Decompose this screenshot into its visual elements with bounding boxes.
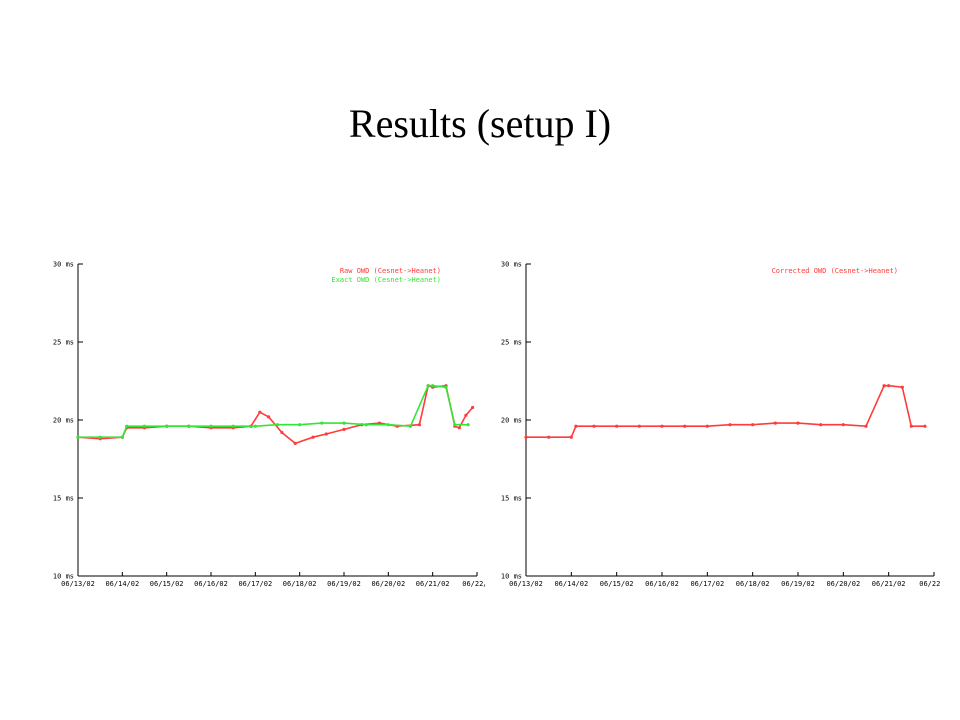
data-point xyxy=(751,423,755,427)
x-tick-label: 06/19/02 xyxy=(327,580,361,588)
x-tick-label: 06/16/02 xyxy=(194,580,228,588)
x-tick-label: 06/18/02 xyxy=(283,580,317,588)
series-0 xyxy=(76,384,475,445)
series-1 xyxy=(76,384,470,439)
legend-entry: Raw OWD (Cesnet->Heanet) xyxy=(340,267,441,275)
y-tick-label: 20 ms xyxy=(501,417,522,425)
data-point xyxy=(76,435,80,439)
data-point xyxy=(574,424,578,428)
data-point xyxy=(457,426,461,430)
data-point xyxy=(386,423,390,427)
data-point xyxy=(900,385,904,389)
data-point xyxy=(120,435,124,439)
data-point xyxy=(887,384,891,388)
data-point xyxy=(417,423,421,427)
x-tick-label: 06/15/02 xyxy=(600,580,634,588)
series-0 xyxy=(524,384,927,439)
data-point xyxy=(882,384,886,388)
data-point xyxy=(841,423,845,427)
raw-exact-owd-chart: 10 ms 15 ms 20 ms 25 ms 30 ms 06/13/02 06/14/0… xyxy=(53,261,485,589)
legend-entry: Exact OWD (Cesnet->Heanet) xyxy=(331,276,441,284)
slide-title: Results (setup I) xyxy=(348,101,612,146)
y-tick-label: 10 ms xyxy=(53,573,74,581)
data-point xyxy=(569,435,573,439)
data-point xyxy=(923,424,927,428)
x-tick-label: 06/16/02 xyxy=(645,580,679,588)
data-point xyxy=(231,424,235,428)
x-tick-label: 06/18/02 xyxy=(736,580,770,588)
data-point xyxy=(293,441,297,445)
data-point xyxy=(280,430,284,435)
data-point xyxy=(466,423,470,427)
data-point xyxy=(98,435,102,439)
data-point xyxy=(342,427,346,431)
data-point xyxy=(524,435,528,439)
x-tick-label: 06/20/02 xyxy=(371,580,405,588)
data-point xyxy=(615,424,619,428)
x-tick-label: 06/22/0 xyxy=(919,580,940,588)
x-tick-label: 06/22/0 xyxy=(462,580,485,588)
data-point xyxy=(728,423,732,427)
series-line xyxy=(78,384,469,438)
data-point xyxy=(796,421,800,425)
y-tick-label: 30 ms xyxy=(53,261,74,269)
data-point xyxy=(342,421,346,425)
x-tick-label: 06/13/02 xyxy=(509,580,543,588)
x-tick-label: 06/15/02 xyxy=(150,580,184,588)
data-point xyxy=(320,421,324,425)
y-tick-label: 30 ms xyxy=(501,261,522,269)
y-tick-label: 15 ms xyxy=(501,495,522,503)
data-point xyxy=(637,424,641,428)
data-point xyxy=(125,424,129,428)
data-point xyxy=(187,424,191,428)
data-point xyxy=(275,423,280,427)
x-tick-label: 06/20/02 xyxy=(826,580,860,588)
data-point xyxy=(165,424,169,428)
data-point xyxy=(464,413,468,417)
x-tick-label: 06/14/02 xyxy=(105,580,139,588)
y-tick-label: 20 ms xyxy=(53,417,74,425)
y-tick-label: 15 ms xyxy=(53,495,74,503)
data-point xyxy=(324,432,328,436)
data-point xyxy=(408,424,413,428)
data-point xyxy=(547,435,551,439)
data-point xyxy=(592,424,596,428)
corrected-owd-chart: 10 ms 15 ms 20 ms 25 ms 30 ms 06/13/02 06/14/0… xyxy=(501,261,940,589)
data-point xyxy=(253,424,257,428)
x-tick-label: 06/14/02 xyxy=(554,580,588,588)
data-point xyxy=(258,410,262,414)
data-point xyxy=(660,424,664,428)
data-point xyxy=(864,424,868,428)
x-tick-label: 06/17/02 xyxy=(238,580,272,588)
x-tick-label: 06/21/02 xyxy=(416,580,450,588)
data-point xyxy=(909,424,913,428)
series-line xyxy=(77,384,474,445)
series-line xyxy=(526,384,925,438)
y-tick-label: 10 ms xyxy=(501,573,522,581)
data-point xyxy=(431,384,435,388)
data-point xyxy=(773,421,777,425)
data-point xyxy=(364,423,368,427)
data-point xyxy=(426,384,430,388)
x-tick-label: 06/17/02 xyxy=(690,580,724,588)
legend-entry: Corrected OWD (Cesnet->Heanet) xyxy=(772,267,898,275)
data-point xyxy=(444,385,448,389)
data-point xyxy=(142,424,147,428)
data-point xyxy=(683,424,687,428)
data-point xyxy=(209,424,213,428)
data-point xyxy=(298,423,302,427)
x-tick-label: 06/13/02 xyxy=(61,580,95,588)
y-tick-label: 25 ms xyxy=(53,339,74,347)
data-point xyxy=(267,415,271,419)
data-point xyxy=(471,405,475,410)
data-point xyxy=(705,424,709,428)
x-tick-label: 06/21/02 xyxy=(872,580,906,588)
y-tick-label: 25 ms xyxy=(501,339,522,347)
data-point xyxy=(311,435,315,439)
x-tick-label: 06/19/02 xyxy=(781,580,815,588)
data-point xyxy=(819,423,823,427)
data-point xyxy=(453,423,457,427)
